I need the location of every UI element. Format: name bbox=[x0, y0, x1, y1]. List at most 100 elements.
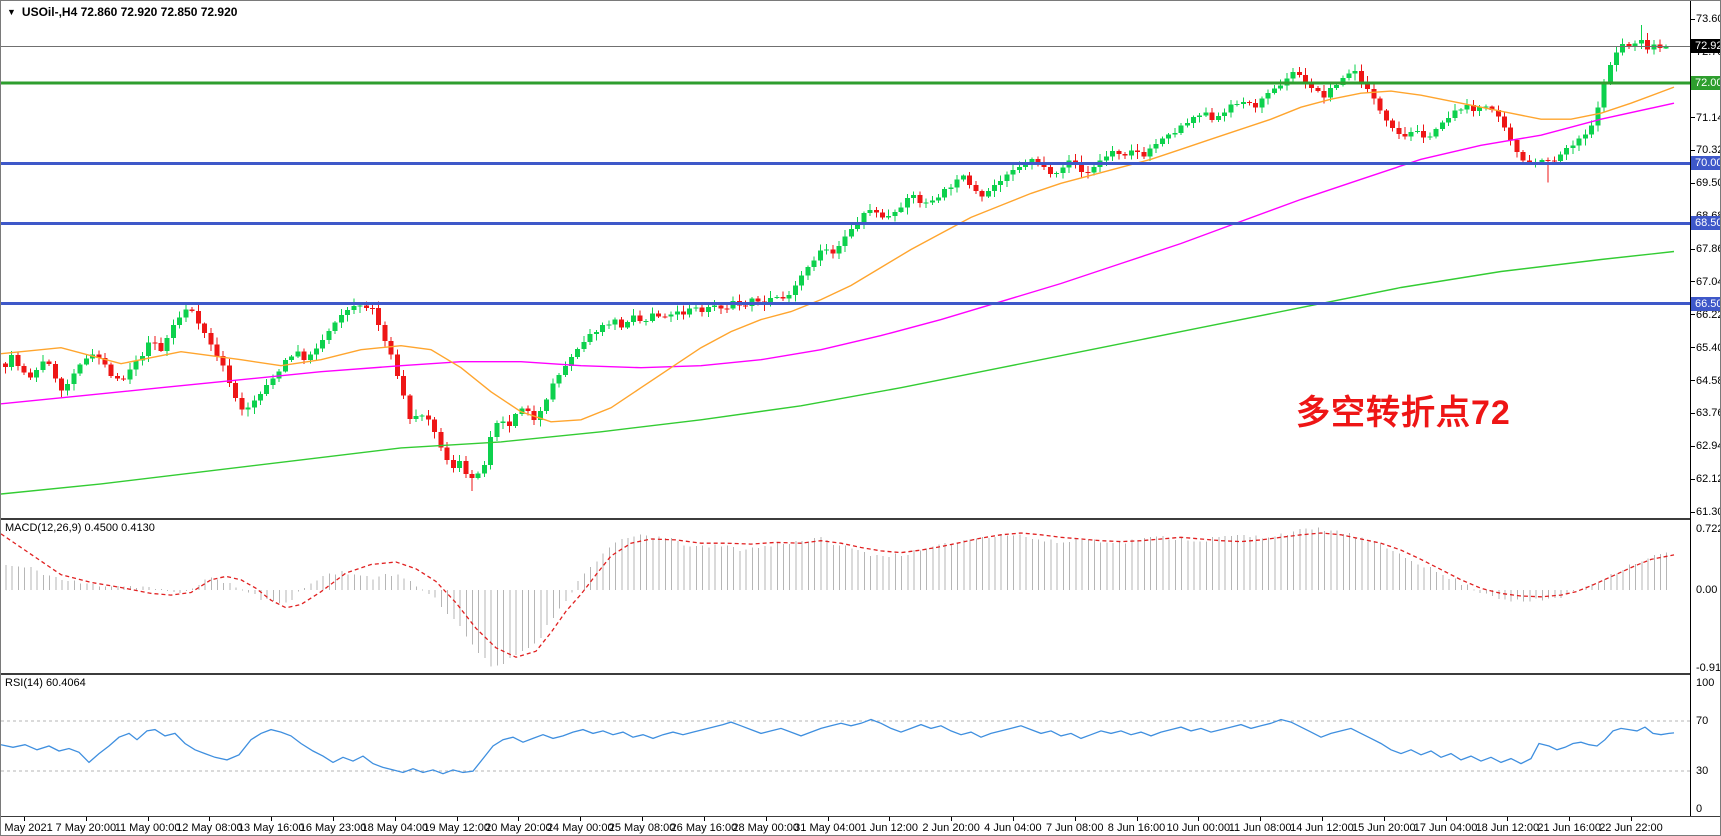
time-tick-mark bbox=[1074, 817, 1076, 821]
time-axis-label: 26 May 16:00 bbox=[670, 822, 738, 834]
price-tick-mark bbox=[1691, 248, 1695, 250]
time-axis-label: 18 May 04:00 bbox=[361, 822, 429, 834]
macd-indicator-label: MACD(12,26,9) 0.4500 0.4130 bbox=[5, 522, 155, 534]
time-tick-mark bbox=[642, 817, 644, 821]
chart-title: USOil-,H4 72.860 72.920 72.850 72.920 bbox=[21, 5, 238, 19]
rsi-panel[interactable] bbox=[1, 675, 1690, 816]
price-tick-mark bbox=[1691, 149, 1695, 151]
panel-separator-2[interactable] bbox=[1, 673, 1720, 675]
time-axis-label: 7 Jun 08:00 bbox=[1045, 822, 1104, 834]
time-axis-label: 18 Jun 12:00 bbox=[1475, 822, 1540, 834]
time-tick-mark bbox=[1383, 817, 1385, 821]
time-tick-mark bbox=[147, 817, 149, 821]
time-tick-mark bbox=[580, 817, 582, 821]
price-tick-mark bbox=[1691, 117, 1695, 119]
time-axis-label: 31 May 04:00 bbox=[794, 822, 861, 834]
time-tick-mark bbox=[394, 817, 396, 821]
price-axis[interactable]: 73.60072.78071.96071.14070.32069.50068.6… bbox=[1690, 1, 1721, 816]
price-tick-mark bbox=[1691, 215, 1695, 217]
price-tick-label: 61.300 bbox=[1696, 506, 1720, 518]
time-tick-mark bbox=[1136, 817, 1138, 821]
price-tick-mark bbox=[1691, 182, 1695, 184]
price-tick-label: 65.400 bbox=[1696, 341, 1720, 354]
time-axis-label: 28 May 00:00 bbox=[732, 822, 800, 834]
time-axis-label: 11 Jun 08:00 bbox=[1228, 822, 1292, 834]
time-axis-label: 24 May 00:00 bbox=[546, 822, 614, 834]
time-axis-label: 6 May 2021 bbox=[0, 822, 53, 834]
time-axis-label: 20 May 20:00 bbox=[485, 822, 552, 834]
price-tick-mark bbox=[1691, 347, 1695, 349]
time-axis-label: 14 Jun 12:00 bbox=[1290, 822, 1354, 834]
level-price-badge: 66.500 bbox=[1691, 296, 1720, 311]
panel-separator[interactable] bbox=[1, 518, 1720, 520]
price-tick-mark bbox=[1691, 314, 1695, 316]
price-tick-label: 62.940 bbox=[1696, 440, 1720, 453]
time-tick-mark bbox=[456, 817, 458, 821]
time-tick-mark bbox=[24, 817, 25, 821]
time-axis-label: 10 Jun 00:00 bbox=[1166, 822, 1231, 834]
time-tick-mark bbox=[765, 817, 767, 821]
level-price-badge: 68.500 bbox=[1691, 216, 1720, 231]
price-tick-mark bbox=[1691, 18, 1695, 20]
price-tick-label: 66.220 bbox=[1696, 308, 1720, 321]
price-tick-mark bbox=[1691, 281, 1695, 283]
time-tick-mark bbox=[518, 817, 520, 821]
macd-scale-label: -0.9185 bbox=[1696, 662, 1721, 675]
time-tick-mark bbox=[703, 817, 705, 821]
time-tick-mark bbox=[1198, 817, 1200, 821]
time-tick-mark bbox=[85, 817, 87, 821]
time-tick-mark bbox=[1445, 817, 1447, 821]
time-tick-mark bbox=[1631, 817, 1632, 821]
time-axis-label: 17 Jun 04:00 bbox=[1413, 822, 1478, 834]
time-tick-mark bbox=[1012, 817, 1014, 821]
text-annotation: 多空转折点72 bbox=[1296, 394, 1511, 432]
time-tick-mark bbox=[333, 817, 335, 821]
macd-scale-label: 0.7229 bbox=[1696, 522, 1720, 535]
main-candlestick-chart[interactable] bbox=[1, 1, 1690, 518]
time-tick-mark bbox=[1321, 817, 1323, 821]
price-tick-label: 71.140 bbox=[1696, 111, 1720, 124]
time-tick-mark bbox=[1507, 817, 1509, 821]
rsi-indicator-label: RSI(14) 60.4064 bbox=[5, 677, 86, 689]
price-tick-label: 70.320 bbox=[1696, 144, 1720, 157]
time-tick-mark bbox=[951, 817, 953, 821]
chart-header: ▼ USOil-,H4 72.860 72.920 72.850 72.920 bbox=[7, 5, 237, 19]
time-axis-label: 7 May 20:00 bbox=[55, 822, 117, 834]
time-axis-label: 25 May 08:00 bbox=[608, 822, 676, 834]
time-tick-mark bbox=[1569, 817, 1571, 821]
time-tick-mark bbox=[209, 817, 211, 821]
rsi-scale-label: 100 bbox=[1696, 677, 1715, 689]
price-tick-mark bbox=[1691, 511, 1695, 513]
time-tick-mark bbox=[889, 817, 891, 821]
time-axis[interactable]: 6 May 2021 7 May 20:00 11 May 00:00 12 May … bbox=[0, 816, 1720, 835]
time-axis-label: 2 Jun 20:00 bbox=[922, 822, 980, 834]
price-tick-mark bbox=[1691, 445, 1695, 447]
time-axis-label: 16 May 23:00 bbox=[299, 822, 367, 834]
rsi-scale-label: 30 bbox=[1696, 765, 1709, 778]
price-tick-label: 62.120 bbox=[1696, 473, 1720, 486]
time-tick-mark bbox=[827, 817, 829, 821]
price-tick-label: 73.600 bbox=[1696, 13, 1720, 25]
time-tick-mark bbox=[271, 817, 273, 821]
time-axis-label: 15 Jun 20:00 bbox=[1351, 822, 1416, 834]
time-axis-label: 11 May 00:00 bbox=[114, 822, 181, 834]
symbol-dropdown-icon[interactable]: ▼ bbox=[7, 7, 16, 17]
price-tick-label: 67.040 bbox=[1696, 275, 1720, 288]
time-axis-label: 8 Jun 16:00 bbox=[1107, 822, 1166, 834]
time-axis-label: 21 Jun 16:00 bbox=[1537, 822, 1601, 834]
price-tick-mark bbox=[1691, 412, 1695, 414]
price-tick-label: 64.580 bbox=[1696, 374, 1720, 387]
macd-panel[interactable] bbox=[1, 520, 1690, 673]
price-tick-mark bbox=[1691, 478, 1695, 480]
price-tick-label: 67.860 bbox=[1696, 243, 1720, 256]
macd-scale-label: 0.00 bbox=[1696, 584, 1718, 596]
current-price-badge: 72.920 bbox=[1691, 39, 1720, 54]
level-price-badge: 72.000 bbox=[1691, 76, 1720, 91]
price-tick-mark bbox=[1691, 380, 1695, 382]
time-tick-mark bbox=[1260, 817, 1262, 821]
time-axis-label: 22 Jun 22:00 bbox=[1599, 822, 1663, 834]
time-axis-label: 13 May 16:00 bbox=[237, 822, 305, 834]
price-tick-label: 63.760 bbox=[1696, 407, 1720, 420]
rsi-scale-label: 0 bbox=[1696, 803, 1703, 815]
